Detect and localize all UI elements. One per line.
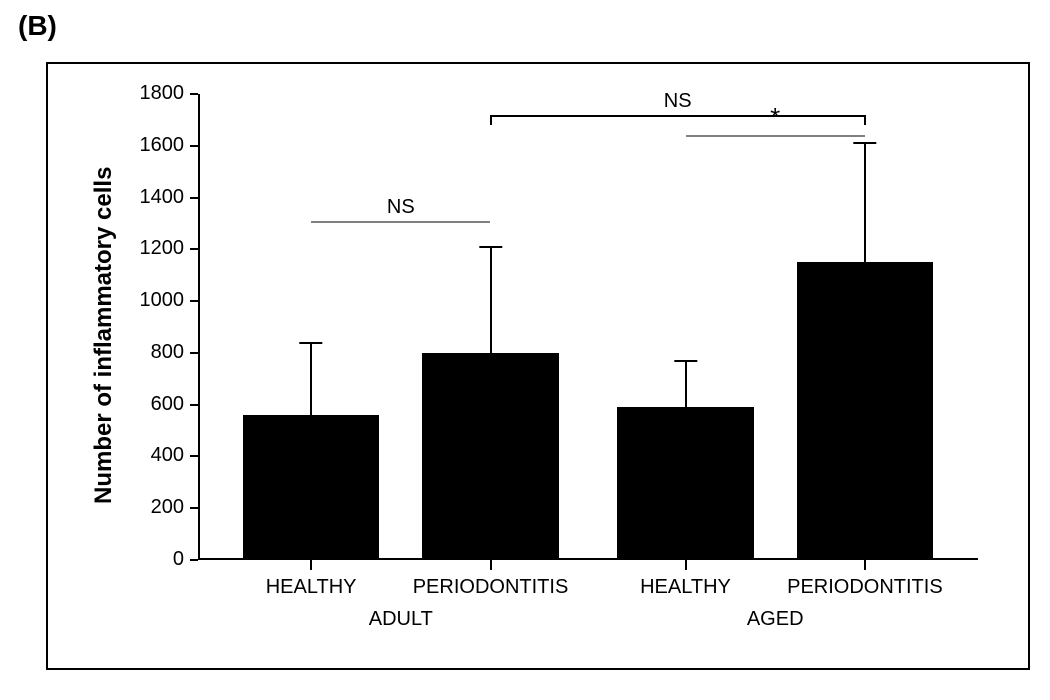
y-tick [190,559,198,561]
y-tick [190,197,198,199]
y-tick-label: 1000 [114,289,184,312]
panel-label: (B) [18,10,57,42]
chart-frame: Number of inflammatory cells 02004006008… [46,62,1030,670]
y-tick-label: 800 [114,341,184,364]
y-tick-label: 1200 [114,237,184,260]
y-tick-label: 0 [114,548,184,571]
y-tick [190,93,198,95]
y-tick-label: 1400 [114,186,184,209]
error-cap [674,453,697,455]
x-tick [864,560,866,570]
error-bar [685,361,687,454]
y-tick [190,507,198,509]
plot-area: 020040060080010001200140016001800HEALTHY… [198,94,978,560]
significance-label: * [770,102,780,133]
significance-drop [490,115,492,125]
y-tick-label: 400 [114,444,184,467]
x-category-label: PERIODONTITIS [756,576,974,599]
x-category-label: PERIODONTITIS [381,576,599,599]
significance-line [491,115,865,117]
y-tick-label: 1800 [114,82,184,105]
error-bar [490,247,492,457]
y-tick [190,145,198,147]
y-tick [190,248,198,250]
x-tick [310,560,312,570]
y-tick [190,455,198,457]
significance-drop [864,115,866,125]
error-cap [853,380,876,382]
y-tick-label: 1600 [114,134,184,157]
x-tick [490,560,492,570]
error-cap [299,487,322,489]
x-tick [685,560,687,570]
y-tick-label: 600 [114,393,184,416]
y-tick [190,352,198,354]
y-tick-label: 200 [114,496,184,519]
error-cap [479,246,502,248]
y-axis-line [198,94,200,560]
error-bar [864,143,866,381]
error-bar [310,343,312,488]
significance-line [311,221,490,223]
x-group-label: ADULT [369,608,433,631]
error-cap [299,342,322,344]
significance-label: NS [387,196,415,219]
y-tick [190,404,198,406]
error-cap [479,455,502,457]
x-group-label: AGED [747,608,804,631]
error-cap [674,360,697,362]
significance-line [686,135,865,137]
y-tick [190,300,198,302]
significance-label: NS [664,90,692,113]
error-cap [853,142,876,144]
